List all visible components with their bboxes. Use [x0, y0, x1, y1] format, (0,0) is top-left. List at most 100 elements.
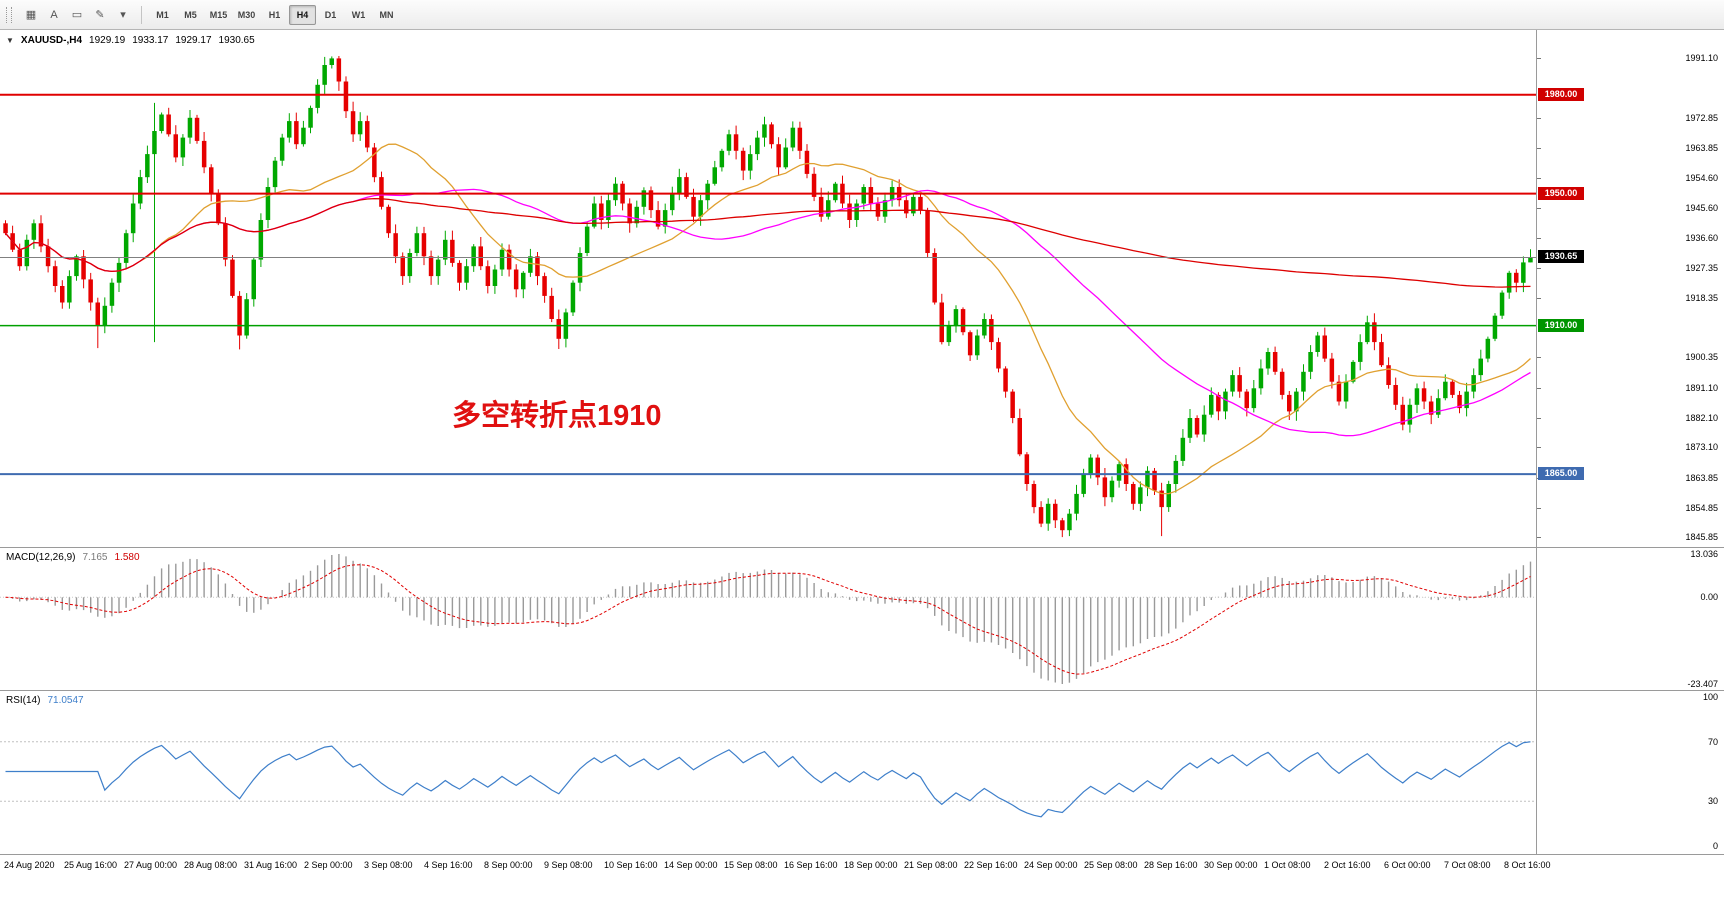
time-tick-label: 21 Sep 08:00	[904, 860, 958, 870]
macd-chart[interactable]	[0, 548, 1536, 690]
price-tick-label: 1854.85	[1685, 503, 1718, 513]
time-tick-label: 31 Aug 16:00	[244, 860, 298, 870]
rsi-tick-label: 100	[1702, 692, 1718, 702]
macd-signal-value: 1.580	[114, 552, 140, 563]
arrow-tool-icon[interactable]: A	[50, 8, 58, 21]
toolbar-icon-group: ▦ A ▭ ✎ ▾	[20, 5, 134, 25]
rsi-axis: 100 70 30 0	[1537, 691, 1724, 854]
time-tick-label: 27 Aug 00:00	[124, 860, 178, 870]
time-tick-label: 3 Sep 08:00	[364, 860, 413, 870]
timeframe-button-m15[interactable]: M15	[209, 9, 228, 20]
time-tick-label: 2 Oct 16:00	[1324, 860, 1371, 870]
price-tick-label: 1918.35	[1685, 293, 1718, 303]
price-tick-label: 1927.35	[1685, 263, 1718, 273]
current-price-badge: 1930.65	[1538, 250, 1584, 263]
draw-tools-icon[interactable]: ✎	[95, 9, 105, 21]
timeframe-button-h1[interactable]: H1	[268, 9, 281, 20]
price-axis-tick	[1537, 118, 1541, 119]
rsi-value: 71.0547	[47, 695, 84, 706]
price-chart[interactable]	[0, 30, 1536, 547]
rsi-indicator-name: RSI(14)	[6, 695, 41, 706]
time-tick-label: 2 Sep 00:00	[304, 860, 353, 870]
price-level-badge: 1865.00	[1538, 467, 1584, 480]
symbol-label: XAUUSD-,H4	[20, 35, 83, 46]
macd-tick-label: -23.407	[1687, 679, 1718, 689]
timeframe-button-m5[interactable]: M5	[184, 9, 197, 20]
time-tick-label: 30 Sep 00:00	[1204, 860, 1258, 870]
toolbar-separator	[141, 5, 142, 24]
time-tick-label: 24 Aug 2020	[4, 860, 55, 870]
price-axis-tick	[1537, 388, 1541, 389]
price-tick-label: 1972.85	[1685, 113, 1718, 123]
price-axis-tick	[1537, 148, 1541, 149]
time-tick-label: 9 Sep 08:00	[544, 860, 593, 870]
price-tick-label: 1945.60	[1685, 203, 1718, 213]
ohlc-close: 1930.65	[218, 35, 255, 46]
price-tick-label: 1863.85	[1685, 473, 1718, 483]
rsi-tick-label: 30	[1707, 796, 1718, 806]
price-axis-tick	[1537, 298, 1541, 299]
time-tick-label: 8 Oct 16:00	[1504, 860, 1551, 870]
time-tick-label: 4 Sep 16:00	[424, 860, 473, 870]
price-tick-label: 1882.10	[1685, 413, 1718, 423]
price-level-badge: 1910.00	[1538, 319, 1584, 332]
time-tick-label: 24 Sep 00:00	[1024, 860, 1078, 870]
price-axis-tick	[1537, 357, 1541, 358]
text-tool-icon[interactable]: ▭	[71, 9, 83, 21]
price-axis-tick	[1537, 447, 1541, 448]
timeframe-button-d1[interactable]: D1	[324, 9, 337, 20]
timeframe-button-m1[interactable]: M1	[156, 9, 169, 20]
price-tick-label: 1963.85	[1685, 143, 1718, 153]
time-tick-label: 25 Sep 08:00	[1084, 860, 1138, 870]
price-tick-label: 1873.10	[1685, 442, 1718, 452]
price-axis-tick	[1537, 418, 1541, 419]
price-tick-label: 1891.10	[1685, 383, 1718, 393]
price-axis-tick	[1537, 58, 1541, 59]
price-axis-tick	[1537, 178, 1541, 179]
time-axis-separator	[0, 854, 1724, 855]
price-axis-tick	[1537, 508, 1541, 509]
time-tick-label: 14 Sep 00:00	[664, 860, 718, 870]
price-axis-tick	[1537, 268, 1541, 269]
panel-resize-separator-rsi[interactable]	[0, 690, 1724, 691]
time-tick-label: 10 Sep 16:00	[604, 860, 658, 870]
price-tick-label: 1936.60	[1685, 233, 1718, 243]
price-axis-tick	[1537, 537, 1541, 538]
panel-resize-separator-macd[interactable]	[0, 547, 1724, 548]
price-tick-label: 1954.60	[1685, 173, 1718, 183]
chart-window-icon[interactable]: ▦	[25, 9, 37, 21]
timeframe-button-w1[interactable]: W1	[351, 9, 366, 20]
timeframe-button-mn[interactable]: MN	[379, 9, 394, 20]
time-tick-label: 25 Aug 16:00	[64, 860, 118, 870]
symbol-dropdown-caret-icon[interactable]: ▼	[6, 36, 14, 45]
time-tick-label: 18 Sep 00:00	[844, 860, 898, 870]
time-tick-label: 28 Sep 16:00	[1144, 860, 1198, 870]
macd-indicator-name: MACD(12,26,9)	[6, 552, 76, 563]
timeframe-group: M1 M5 M15 M30 H1 H4 D1 W1 MN	[149, 4, 400, 25]
ohlc-high: 1933.17	[132, 35, 169, 46]
time-tick-label: 1 Oct 08:00	[1264, 860, 1311, 870]
time-tick-label: 6 Oct 00:00	[1384, 860, 1431, 870]
chart-window: ▼ XAUUSD-,H4 1929.19 1933.17 1929.17 193…	[0, 30, 1724, 898]
time-tick-label: 22 Sep 16:00	[964, 860, 1018, 870]
symbol-ohlc-header: ▼ XAUUSD-,H4 1929.19 1933.17 1929.17 193…	[6, 35, 255, 46]
timeframe-button-h4[interactable]: H4	[289, 4, 316, 25]
toolbar: ▦ A ▭ ✎ ▾ M1 M5 M15 M30 H1 H4 D1 W1 MN	[0, 0, 1724, 30]
timeframe-button-m30[interactable]: M30	[237, 9, 256, 20]
price-axis-tick	[1537, 208, 1541, 209]
chart-annotation[interactable]: 多空转折点1910	[452, 400, 662, 432]
price-axis[interactable]: 1991.10 1972.85 1963.85 1954.60 1945.60 1936.…	[1537, 30, 1724, 547]
rsi-chart[interactable]	[0, 691, 1536, 854]
tools-dropdown-caret-icon[interactable]: ▾	[120, 9, 126, 21]
time-axis[interactable]: 24 Aug 2020 25 Aug 16:00 27 Aug 00:00 28 Au…	[0, 855, 1724, 898]
price-axis-tick	[1537, 238, 1541, 239]
macd-tick-label: 0.00	[1700, 592, 1718, 602]
price-axis-border	[1536, 30, 1537, 854]
time-tick-label: 16 Sep 16:00	[784, 860, 838, 870]
price-tick-label: 1900.35	[1685, 352, 1718, 362]
ohlc-open: 1929.19	[89, 35, 126, 46]
price-level-badge: 1980.00	[1538, 88, 1584, 101]
toolbar-drag-handle-icon[interactable]	[6, 6, 12, 23]
rsi-tick-label: 0	[1712, 841, 1718, 851]
time-tick-label: 15 Sep 08:00	[724, 860, 778, 870]
